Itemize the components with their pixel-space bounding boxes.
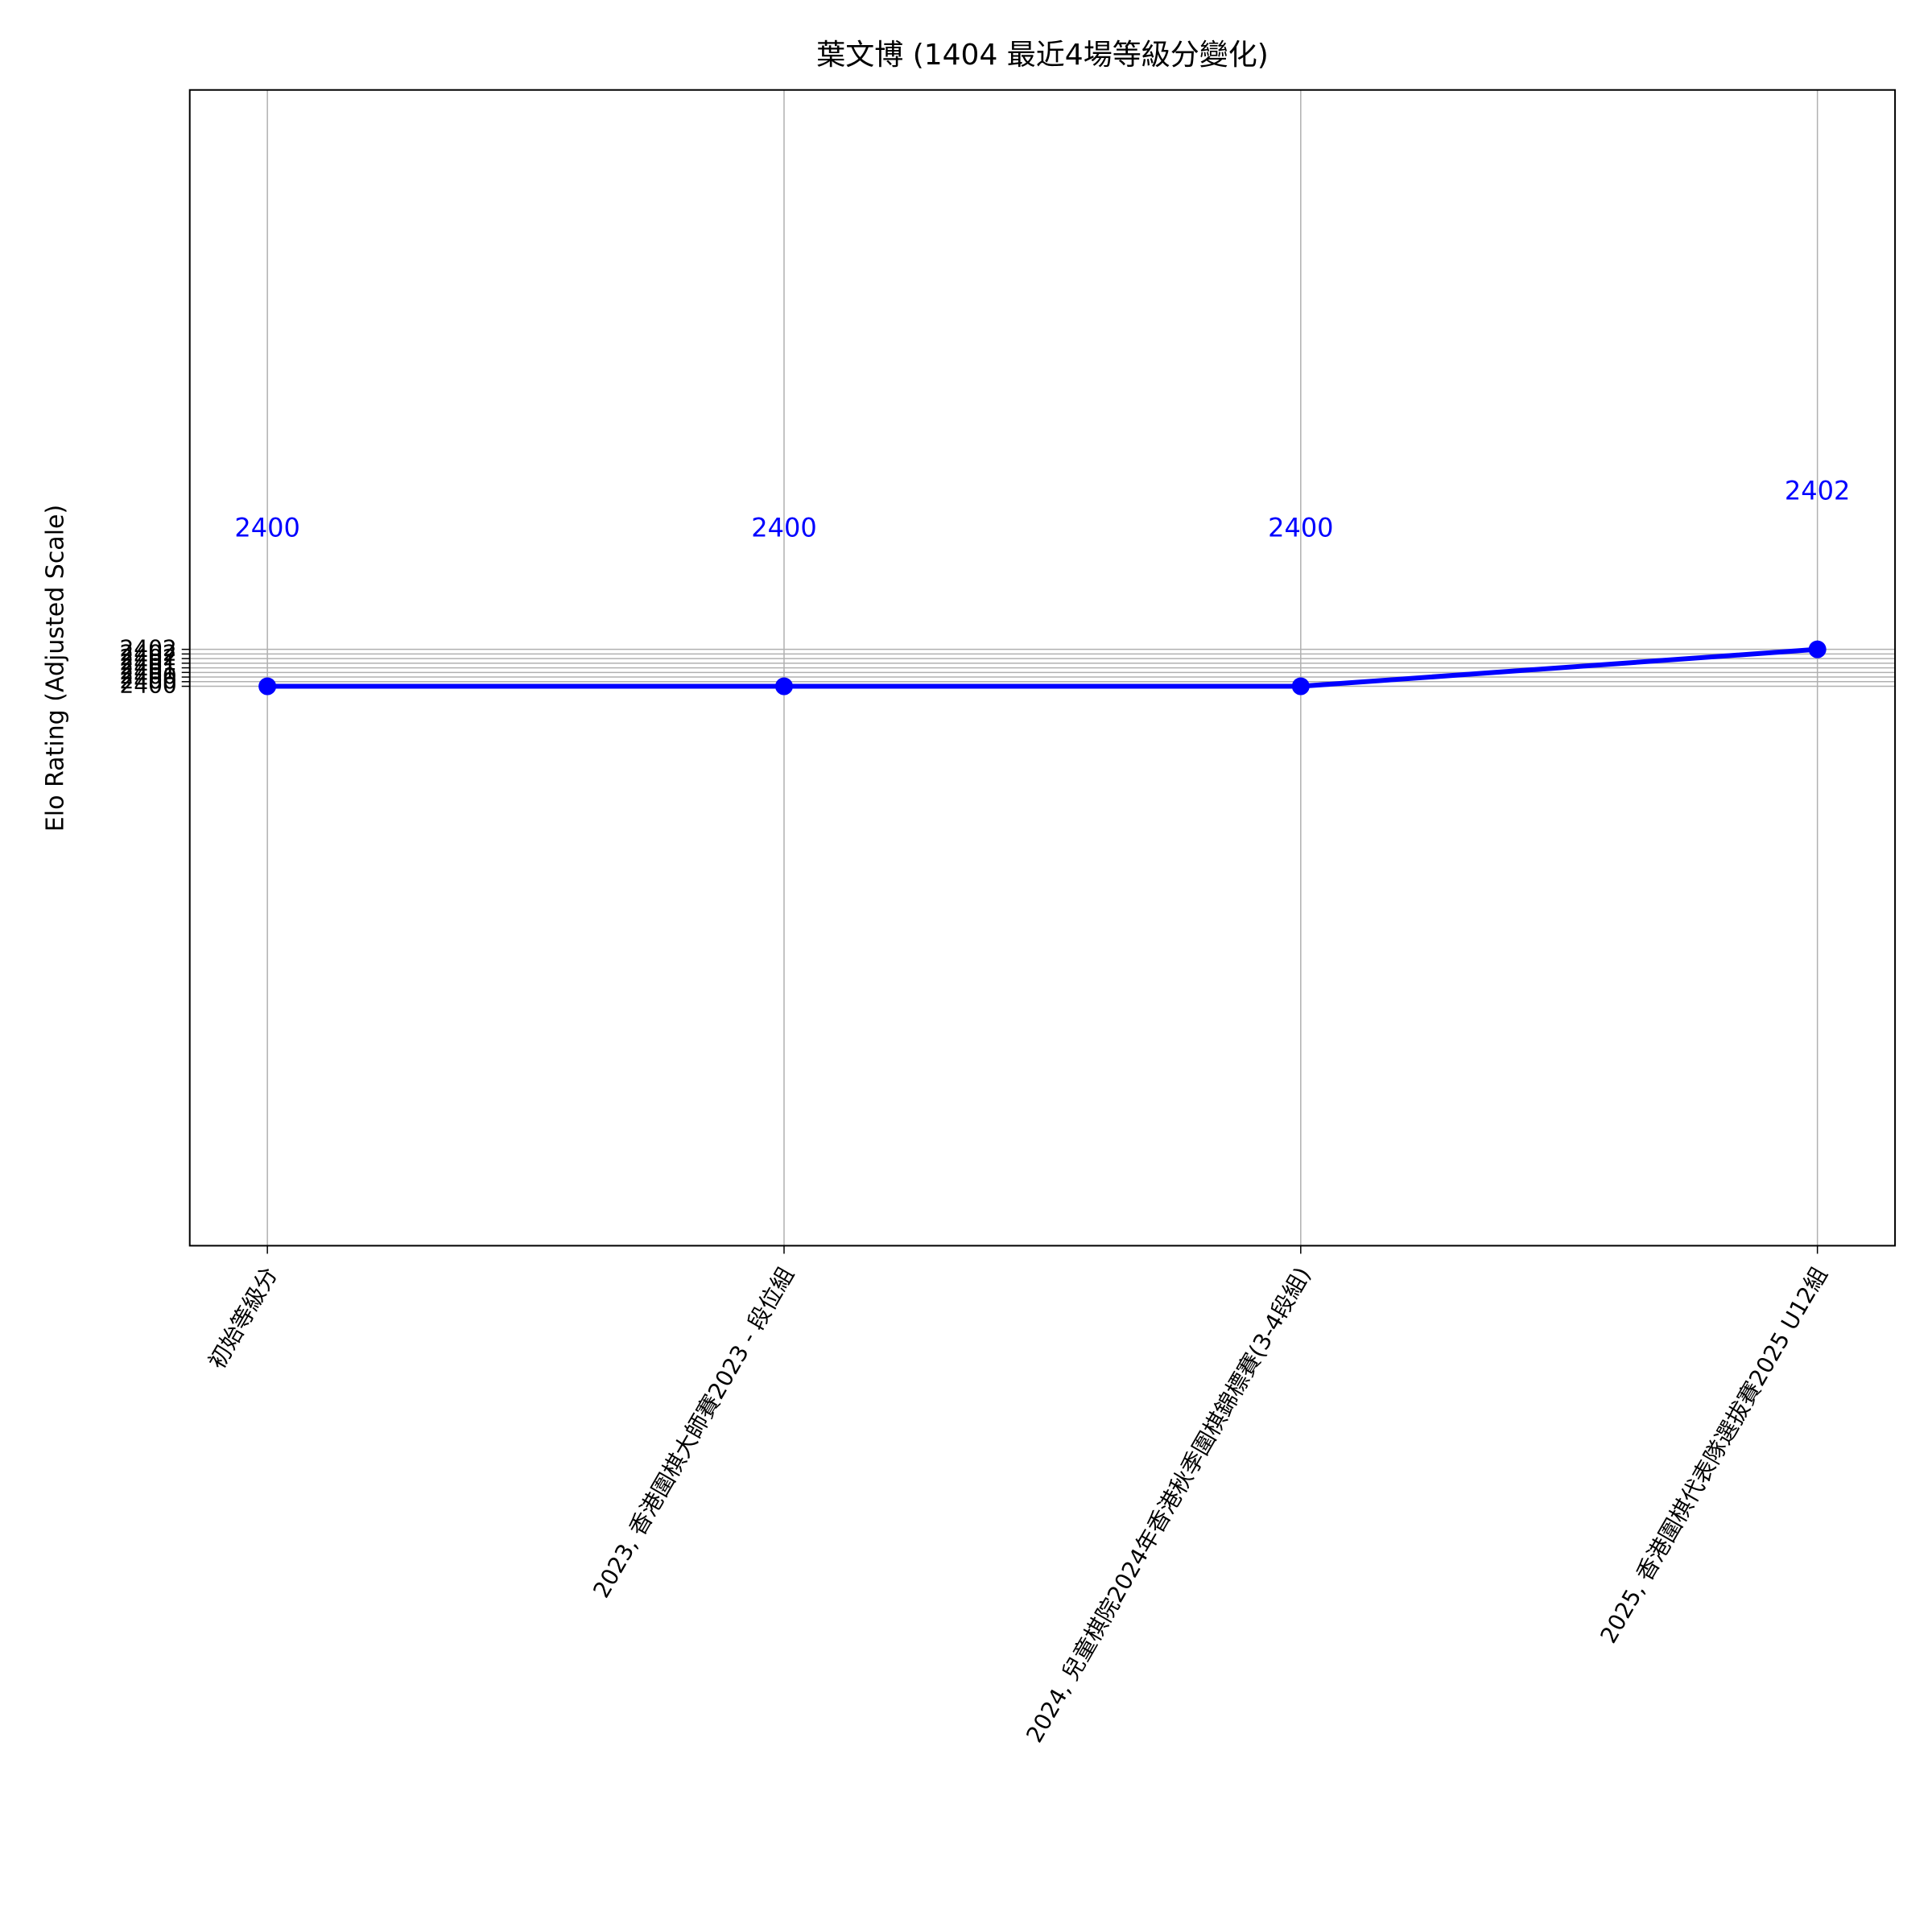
y-tick-label: 2401 [119,654,176,680]
plot-frame [188,89,1897,1247]
y-tick-label: 2400 [119,667,176,694]
y-tick-label: 2402 [119,644,176,671]
x-tick-label: 初始等級分 [204,1262,283,1373]
data-label: 2400 [751,513,816,543]
data-label: 2400 [1268,513,1333,543]
y-tick-label: 2401 [119,649,176,675]
y-tick-label: 2400 [119,663,176,689]
marker [1808,640,1827,658]
x-tick-label: 2023, 香港圍棋大師賽2023 - 段位組 [588,1262,799,1602]
x-tick-label: 2024, 兒童棋院2024年香港秋季圍棋錦標賽(3-4段組) [1021,1262,1316,1747]
marker [258,677,277,696]
y-tick-label: 2401 [119,658,176,684]
y-axis-label: Elo Rating (Adjusted Scale) [42,505,70,832]
y-tick-label: 2402 [119,639,176,666]
data-label: 2402 [1785,476,1850,506]
marker [1291,677,1310,696]
data-label: 2400 [234,513,299,543]
marker [774,677,793,696]
x-tick-label: 2025, 香港圍棋代表隊選拔賽2025 U12組 [1595,1262,1832,1647]
chart-title: 葉文博 (1404 最近4場等級分變化) [816,39,1269,72]
y-tick-label: 2402 [119,635,176,662]
line [267,646,1818,689]
y-tick-label: 2400 [119,672,176,699]
